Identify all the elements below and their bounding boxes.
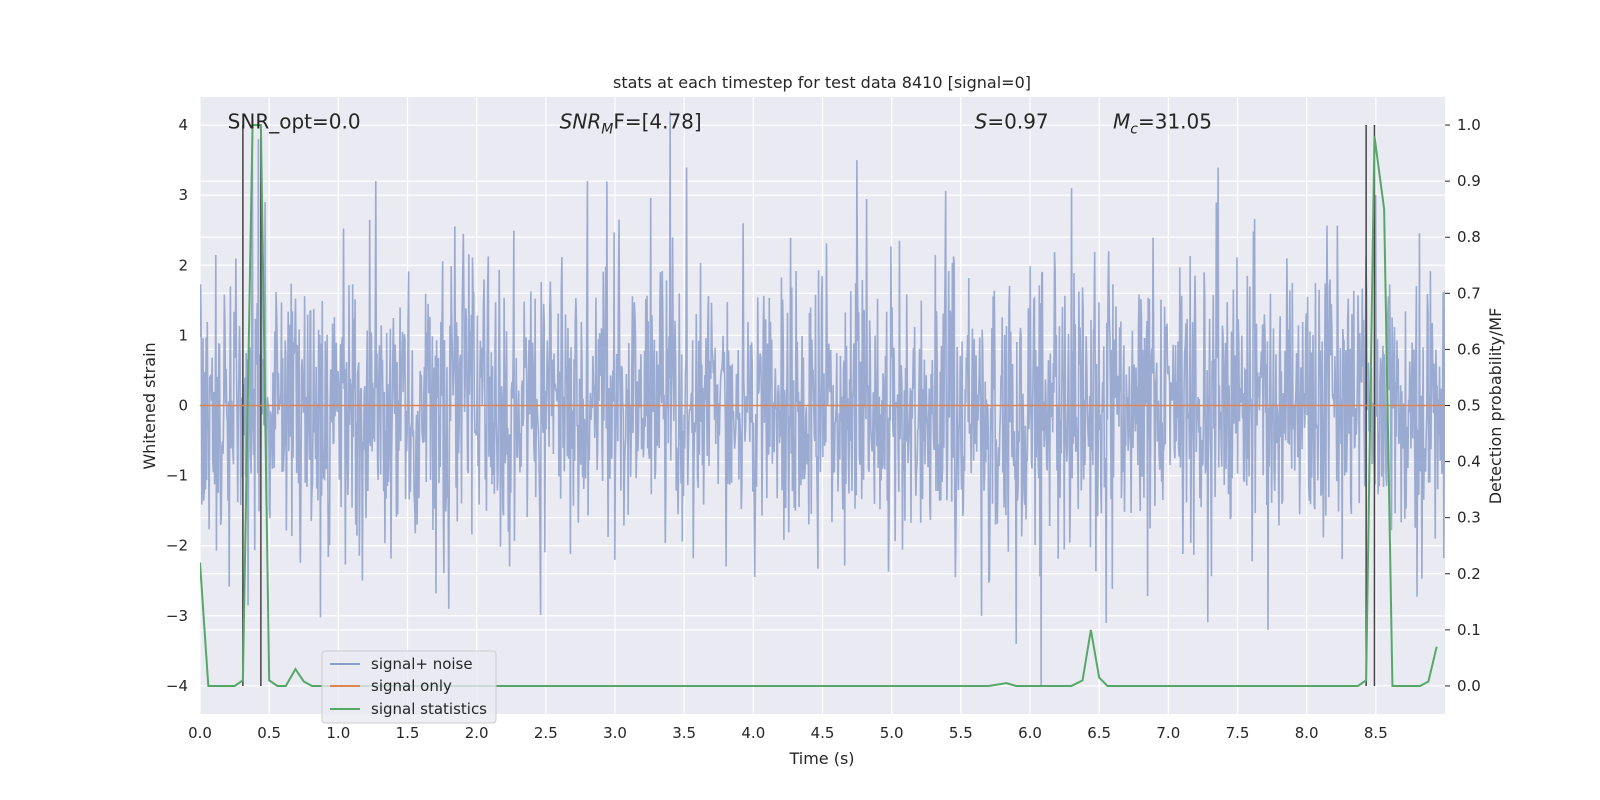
y-tick-label-right: 0.3: [1457, 509, 1481, 527]
y-tick-label-right: 0.2: [1457, 565, 1481, 583]
x-axis-ticks: 0.0 0.5 1.0 1.5 2.0 2.5 3.0 3.5 4.0 4.5 5.0 5.5 6.0 6…: [188, 724, 1388, 742]
x-tick-label: 8.0: [1295, 724, 1319, 742]
y-tick-label-right: 0.9: [1457, 172, 1481, 190]
y-tick-label-left: 3: [178, 186, 188, 204]
x-tick-label: 7.0: [1156, 724, 1180, 742]
annotations: SNR_opt=0.0 SNRMF=[4.78] S=0.97 Mc=31.05: [228, 110, 1212, 138]
x-tick-label: 7.5: [1226, 724, 1250, 742]
y-tick-label-right: 0.7: [1457, 284, 1481, 302]
y-tick-label-right: 0.6: [1457, 340, 1481, 358]
x-tick-label: 5.0: [880, 724, 904, 742]
legend-box: [321, 650, 497, 724]
y-tick-label-left: 2: [178, 256, 188, 274]
x-tick-label: 3.5: [672, 724, 696, 742]
y-axis-right-ticks: 0.0 0.1 0.2 0.3 0.4 0.5 0.6 0.7 0.8 0.9 1.0: [1445, 116, 1481, 695]
legend-label-stats: signal statistics: [371, 700, 487, 718]
y-tick-label-right: 0.5: [1457, 397, 1481, 415]
x-tick-label: 2.0: [465, 724, 489, 742]
series-signal-statistics: [200, 124, 1438, 687]
legend-label-noise: signal+ noise: [371, 655, 473, 673]
x-tick-label: 5.5: [949, 724, 973, 742]
x-tick-label: 3.0: [603, 724, 627, 742]
y-tick-label-left: −2: [166, 537, 188, 555]
x-tick-label: 2.5: [534, 724, 558, 742]
y-tick-label-left: −1: [166, 467, 188, 485]
y-tick-label-right: 0.1: [1457, 621, 1481, 639]
x-tick-label: 6.0: [1018, 724, 1042, 742]
y-tick-label-right: 0.4: [1457, 453, 1481, 471]
annotation: S=0.97: [975, 110, 1049, 134]
legend-label-signal: signal only: [371, 677, 452, 695]
y-tick-label-left: −4: [166, 677, 188, 695]
y-tick-label-right: 0.8: [1457, 228, 1481, 246]
x-tick-label: 6.5: [1087, 724, 1111, 742]
y-tick-label-left: 4: [178, 116, 188, 134]
y-axis-left-label: Whitened strain: [140, 342, 159, 469]
y-axis-left-ticks: −4 −3 −2 −1 0 1 2 3 4: [166, 116, 188, 695]
y-tick-label-left: 0: [178, 397, 188, 415]
x-axis-label: Time (s): [788, 749, 854, 768]
x-tick-label: 1.0: [326, 724, 350, 742]
x-tick-label: 0.5: [257, 724, 281, 742]
legend: signal+ noise signal only signal statist…: [321, 650, 497, 724]
y-tick-label-right: 1.0: [1457, 116, 1481, 134]
annotation: SNR_opt=0.0: [228, 110, 361, 134]
chart-title: stats at each timestep for test data 841…: [613, 73, 1031, 92]
annotation: SNRMF=[4.78]: [560, 110, 702, 138]
y-axis-right-label: Detection probability/MF: [1486, 308, 1505, 505]
x-tick-label: 1.5: [396, 724, 420, 742]
x-tick-label: 4.0: [741, 724, 765, 742]
x-tick-label: 8.5: [1364, 724, 1388, 742]
annotation: Mc=31.05: [1113, 110, 1212, 138]
y-tick-label-left: −3: [166, 607, 188, 625]
y-tick-label-right: 0.0: [1457, 677, 1481, 695]
x-tick-label: 4.5: [811, 724, 835, 742]
x-tick-label: 0.0: [188, 724, 212, 742]
y-tick-label-left: 1: [178, 326, 188, 344]
line-series: [200, 124, 1445, 687]
